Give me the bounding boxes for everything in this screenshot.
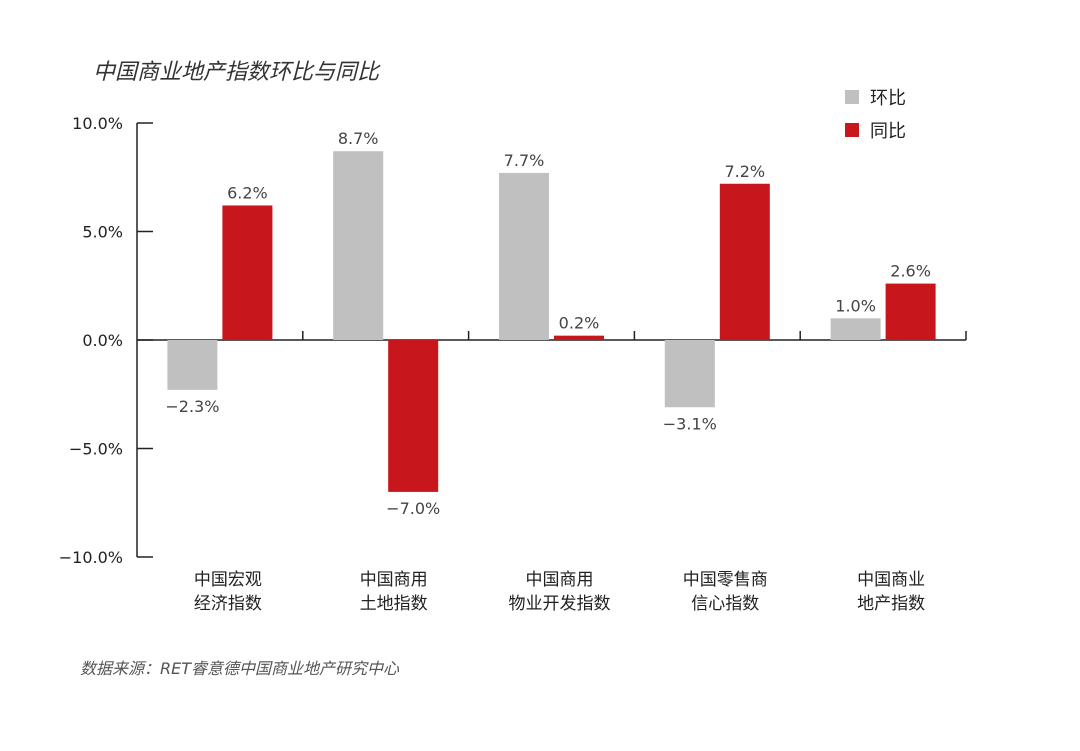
data-label: −3.1% — [663, 414, 717, 433]
y-tick-label: −5.0% — [69, 440, 123, 459]
x-category-label: 物业开发指数 — [509, 594, 611, 614]
bar-tongbi — [719, 183, 770, 340]
data-label: 7.7% — [504, 151, 545, 170]
data-labels: −2.3% 6.2% 8.7% −7.0% 7.7% 0.2% −3.1% 7.2% 1.0% 2… — [165, 129, 931, 518]
legend-label: 同比 — [870, 121, 906, 142]
legend-label: 环比 — [870, 88, 906, 109]
data-label: 1.0% — [835, 296, 876, 315]
x-category-label: 中国宏观 — [194, 570, 262, 590]
bar-tongbi — [554, 335, 604, 340]
x-category-label: 经济指数 — [194, 594, 262, 614]
bar-huanbi — [830, 318, 881, 340]
data-label: 0.2% — [559, 314, 600, 333]
bar-tongbi — [885, 283, 936, 340]
y-tick-label: −10.0% — [59, 548, 123, 567]
x-category-label: 信心指数 — [691, 594, 759, 614]
bars — [167, 151, 936, 492]
y-tick-label: 5.0% — [82, 223, 123, 242]
data-label: 7.2% — [724, 162, 765, 181]
bar-huanbi — [499, 172, 549, 340]
x-category-label: 中国商业 — [857, 570, 925, 590]
bar-huanbi — [333, 151, 384, 340]
bar-huanbi — [664, 340, 715, 408]
x-category-label: 中国商用 — [526, 570, 594, 590]
x-category-label: 中国零售商 — [683, 570, 768, 590]
y-tick-label: 10.0% — [72, 114, 123, 133]
legend-swatch — [845, 90, 859, 104]
bar-tongbi — [388, 340, 439, 492]
source-note: 数据来源：RET睿意德中国商业地产研究中心 — [80, 659, 400, 678]
x-category-label: 中国商用 — [360, 570, 428, 590]
legend-swatch — [845, 123, 859, 137]
y-tick-label: 0.0% — [82, 331, 123, 350]
data-label: 8.7% — [338, 129, 379, 148]
x-category-label: 土地指数 — [360, 594, 428, 614]
x-category-label: 地产指数 — [857, 594, 925, 614]
data-label: 2.6% — [890, 262, 931, 281]
data-label: −2.3% — [165, 397, 219, 416]
data-label: 6.2% — [227, 183, 268, 202]
bar-huanbi — [167, 340, 218, 390]
chart-title: 中国商业地产指数环比与同比 — [93, 60, 381, 85]
data-label: −7.0% — [386, 499, 440, 518]
bar-tongbi — [222, 205, 273, 340]
